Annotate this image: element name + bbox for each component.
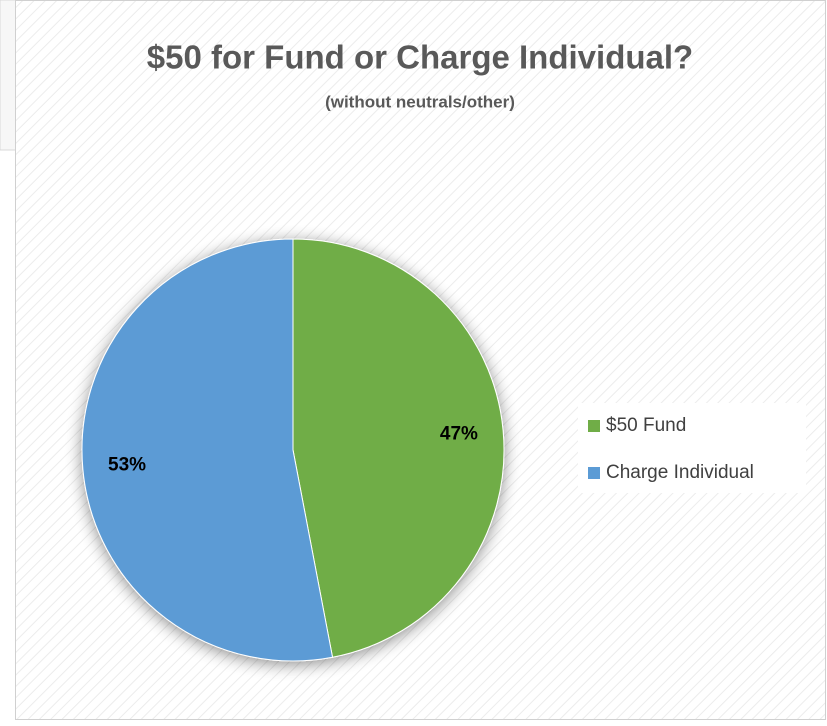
chart-title: $50 for Fund or Charge Individual? [147,39,693,76]
legend-box [578,403,806,493]
data-label: 47% [440,423,478,444]
pie [81,238,505,662]
legend-swatch [588,467,600,479]
legend-label: Charge Individual [606,462,754,483]
pie-slice [81,238,334,662]
pie-slice [292,238,505,658]
legend-label: $50 Fund [606,415,686,436]
legend-swatch [588,420,600,432]
data-label: 53% [108,455,146,476]
chart-subtitle: (without neutrals/other) [325,92,515,111]
